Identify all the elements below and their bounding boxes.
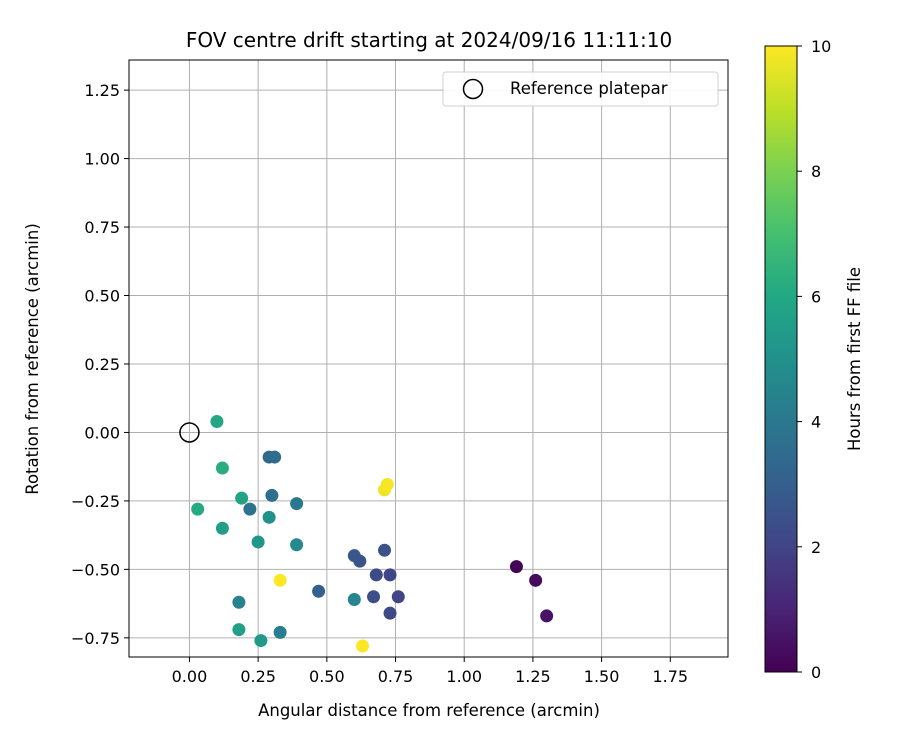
data-point: [380, 477, 394, 491]
x-tick-label: 1.00: [446, 667, 482, 686]
y-tick-label: −0.50: [71, 560, 120, 579]
plot-area: [128, 59, 729, 658]
data-point: [210, 414, 224, 428]
data-point: [265, 488, 279, 502]
colorbar-label: Hours from first FF file: [845, 267, 864, 451]
colorbar: 0 2 4 6 8 10 Hours from first FF file: [764, 37, 864, 682]
data-point: [540, 609, 554, 623]
colorbar-tick-label: 6: [811, 287, 821, 306]
x-tick-label: 1.50: [584, 667, 620, 686]
data-point: [369, 568, 383, 582]
data-point: [262, 510, 276, 524]
x-axis-label: Angular distance from reference (arcmin): [258, 701, 600, 720]
data-point: [268, 450, 282, 464]
x-tick-label: 1.25: [515, 667, 551, 686]
x-tick-label: 0.75: [378, 667, 414, 686]
colorbar-ticks: 0 2 4 6 8 10: [797, 37, 831, 682]
data-point: [215, 461, 229, 475]
reference-point: [179, 422, 200, 443]
y-tick-label: 1.00: [84, 150, 120, 169]
y-tick-label: 0.00: [84, 423, 120, 442]
y-axis: −0.75 −0.50 −0.25 0.00 0.25 0.50 0.75 1.00 1.25: [71, 81, 129, 648]
data-point: [273, 625, 287, 639]
y-tick-label: −0.75: [71, 629, 120, 648]
data-point: [356, 639, 370, 653]
data-point: [312, 584, 326, 598]
y-tick-label: 0.75: [84, 218, 120, 237]
data-point: [347, 592, 361, 606]
y-tick-label: 1.25: [84, 81, 120, 100]
data-point: [235, 491, 249, 505]
data-point: [378, 543, 392, 557]
data-point: [243, 502, 257, 516]
colorbar-gradient: [764, 45, 798, 673]
legend-marker-open-circle: [462, 78, 484, 100]
colorbar-tick-label: 4: [811, 413, 821, 432]
data-point: [290, 538, 304, 552]
data-point: [273, 573, 287, 587]
x-tick-label: 1.75: [652, 667, 688, 686]
y-tick-label: 0.50: [84, 287, 120, 306]
data-point: [509, 560, 523, 574]
y-tick-label: 0.25: [84, 355, 120, 374]
data-point: [290, 497, 304, 511]
grid: [129, 60, 728, 657]
data-point: [254, 634, 268, 648]
colorbar-tick-label: 8: [811, 162, 821, 181]
data-point: [367, 590, 381, 604]
data-point: [347, 549, 361, 563]
reference-marker: [179, 422, 200, 443]
legend: Reference platepar: [442, 71, 719, 107]
x-tick-label: 0.50: [309, 667, 345, 686]
chart-title: FOV centre drift starting at 2024/09/16 …: [186, 28, 672, 52]
colorbar-tick-label: 0: [811, 663, 821, 682]
y-axis-label: Rotation from reference (arcmin): [23, 223, 42, 495]
x-tick-label: 0.00: [172, 667, 208, 686]
data-point: [215, 521, 229, 535]
data-point: [251, 535, 265, 549]
data-point: [232, 595, 246, 609]
data-point: [383, 606, 397, 620]
legend-box: [442, 71, 719, 107]
data-point: [191, 502, 205, 516]
colorbar-tick-label: 2: [811, 538, 821, 557]
data-point: [391, 590, 405, 604]
data-point: [529, 573, 543, 587]
colorbar-tick-label: 10: [811, 37, 831, 56]
legend-label: Reference platepar: [510, 79, 668, 98]
data-points: [191, 414, 554, 653]
data-point: [232, 623, 246, 637]
x-tick-label: 0.25: [240, 667, 276, 686]
data-point: [383, 568, 397, 582]
x-axis: 0.00 0.25 0.50 0.75 1.00 1.25 1.50 1.75: [172, 657, 688, 686]
y-tick-label: −0.25: [71, 492, 120, 511]
